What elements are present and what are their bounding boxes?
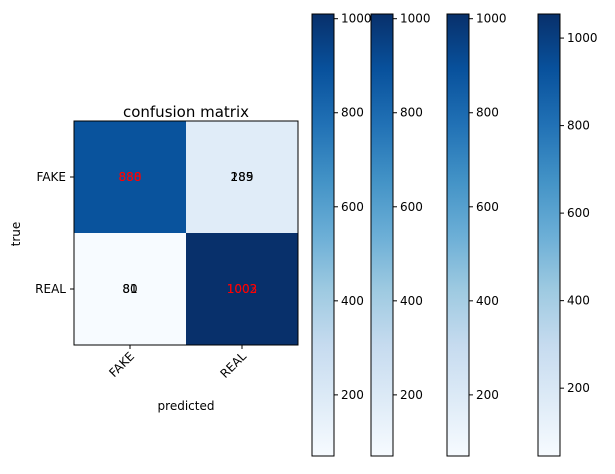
colorbar xyxy=(370,13,394,457)
colorbar-tick-label: 1000 xyxy=(400,12,431,26)
cell-value-label: 80 xyxy=(122,282,137,296)
cell-value-label: 888 xyxy=(119,170,142,184)
y-tick-label: FAKE xyxy=(37,170,66,184)
colorbar xyxy=(537,13,561,457)
x-tick-label: FAKE xyxy=(106,349,137,380)
colorbars: 200 400 600 800 1000 200 400 600 800 1000 200 400 60… xyxy=(311,12,598,457)
heatmap: 880 185 80 1002 888 289 81 1003 FAKE REAL FAKE REAL xyxy=(35,120,299,381)
cell-value-label: 880 xyxy=(119,170,142,184)
colorbar-tick-label: 1000 xyxy=(567,31,598,45)
colorbar-tick-label: 600 xyxy=(567,206,590,220)
colorbar-tick-label: 400 xyxy=(476,294,499,308)
colorbar-tick-label: 400 xyxy=(400,294,423,308)
colorbar-tick-label: 200 xyxy=(400,388,423,402)
colorbar-tick-label: 800 xyxy=(341,106,364,120)
chart-title: confusion matrix xyxy=(123,103,249,121)
x-axis-label: predicted xyxy=(158,399,215,413)
heatmap-cell xyxy=(74,121,186,233)
colorbar-tick-label: 200 xyxy=(341,388,364,402)
colorbar-tick-label: 800 xyxy=(476,106,499,120)
heatmap-cell xyxy=(74,233,186,345)
colorbar-tick-label: 200 xyxy=(567,381,590,395)
colorbar xyxy=(311,13,335,457)
plot-frame xyxy=(73,120,299,346)
colorbar-tick-label: 600 xyxy=(341,200,364,214)
cell-value-label: 81 xyxy=(122,282,137,296)
colorbar-tick-label: 800 xyxy=(400,106,423,120)
colorbar-tick-label: 200 xyxy=(476,388,499,402)
heatmap-cell xyxy=(186,121,298,233)
colorbar-tick-label: 1000 xyxy=(341,12,372,26)
colorbar-tick-label: 600 xyxy=(400,200,423,214)
colorbar-tick-label: 600 xyxy=(476,200,499,214)
y-axis-label: true xyxy=(9,222,23,247)
cell-value-label: 1002 xyxy=(227,282,258,296)
colorbar-tick-label: 1000 xyxy=(476,12,507,26)
y-tick-label: REAL xyxy=(35,282,66,296)
colorbar-tick-label: 800 xyxy=(567,119,590,133)
colorbar xyxy=(446,13,470,457)
heatmap-cell xyxy=(186,233,298,345)
cell-value-label: 289 xyxy=(231,170,254,184)
colorbar-tick-label: 400 xyxy=(567,294,590,308)
cell-value-label: 185 xyxy=(231,170,254,184)
cell-value-label: 1003 xyxy=(227,282,258,296)
colorbar-tick-label: 400 xyxy=(341,294,364,308)
x-tick-label: REAL xyxy=(217,349,249,381)
